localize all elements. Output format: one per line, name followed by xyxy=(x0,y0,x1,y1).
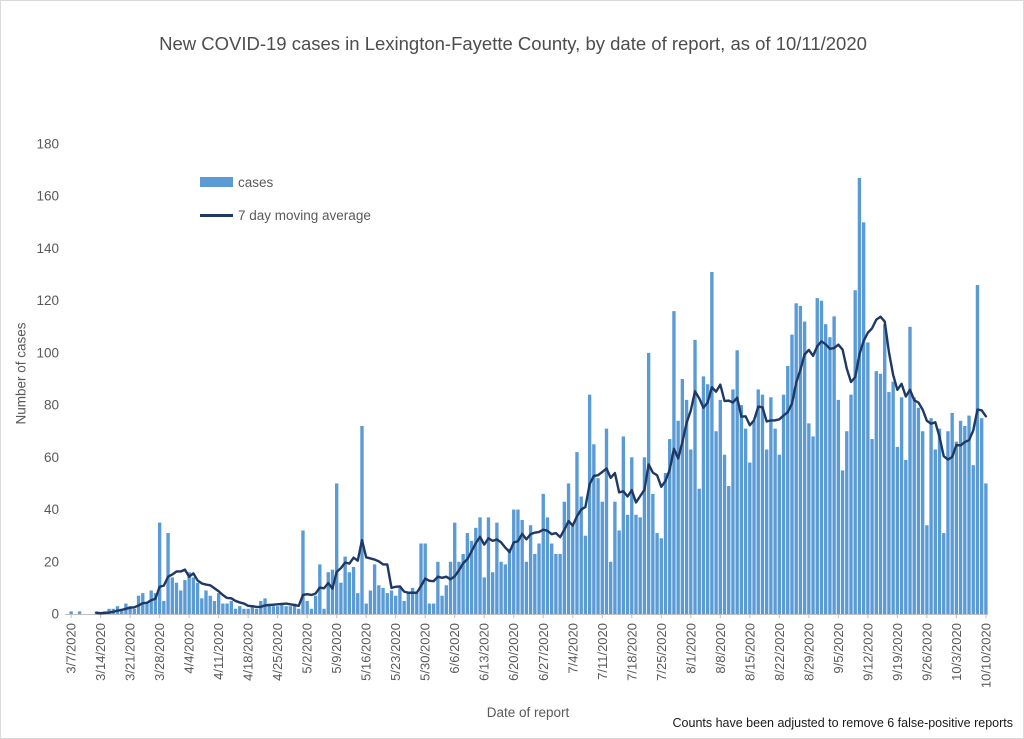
svg-text:40: 40 xyxy=(44,502,59,517)
cases-bar-swatch-icon xyxy=(200,177,233,187)
svg-text:180: 180 xyxy=(36,137,59,152)
svg-text:4/25/2020: 4/25/2020 xyxy=(270,623,285,681)
svg-text:9/26/2020: 9/26/2020 xyxy=(919,623,934,681)
svg-text:5/30/2020: 5/30/2020 xyxy=(418,623,433,681)
svg-text:6/27/2020: 6/27/2020 xyxy=(536,623,551,681)
svg-text:7/4/2020: 7/4/2020 xyxy=(565,623,580,674)
svg-text:6/20/2020: 6/20/2020 xyxy=(506,623,521,681)
svg-text:8/1/2020: 8/1/2020 xyxy=(683,623,698,674)
legend-cases-label: cases xyxy=(238,174,274,190)
svg-text:4/11/2020: 4/11/2020 xyxy=(211,623,226,680)
svg-text:5/2/2020: 5/2/2020 xyxy=(300,623,315,674)
svg-text:160: 160 xyxy=(36,189,59,204)
footnote: Counts have been adjusted to remove 6 fa… xyxy=(672,716,1013,730)
svg-text:7/25/2020: 7/25/2020 xyxy=(654,623,669,681)
svg-text:8/22/2020: 8/22/2020 xyxy=(772,623,787,681)
svg-text:3/28/2020: 3/28/2020 xyxy=(152,623,167,681)
svg-text:10/10/2020: 10/10/2020 xyxy=(978,623,993,688)
svg-text:6/13/2020: 6/13/2020 xyxy=(477,623,492,681)
chart-title: New COVID-19 cases in Lexington-Fayette … xyxy=(159,33,867,54)
svg-text:120: 120 xyxy=(36,293,59,308)
svg-text:3/14/2020: 3/14/2020 xyxy=(93,623,108,681)
moving-average-line-swatch-icon xyxy=(200,213,233,217)
svg-text:8/15/2020: 8/15/2020 xyxy=(742,623,757,681)
x-axis-title: Date of report xyxy=(486,705,570,720)
svg-text:0: 0 xyxy=(51,607,59,622)
svg-text:6/6/2020: 6/6/2020 xyxy=(447,623,462,674)
svg-text:80: 80 xyxy=(44,398,59,413)
svg-text:100: 100 xyxy=(36,345,59,360)
svg-text:4/18/2020: 4/18/2020 xyxy=(241,623,256,681)
svg-text:10/3/2020: 10/3/2020 xyxy=(949,623,964,681)
svg-text:20: 20 xyxy=(44,554,59,569)
svg-text:5/16/2020: 5/16/2020 xyxy=(359,623,374,681)
legend-item-moving-average: 7 day moving average xyxy=(200,205,371,225)
svg-text:5/9/2020: 5/9/2020 xyxy=(329,623,344,674)
svg-text:9/12/2020: 9/12/2020 xyxy=(860,623,875,681)
svg-text:7/11/2020: 7/11/2020 xyxy=(595,623,610,680)
svg-text:9/5/2020: 9/5/2020 xyxy=(831,623,846,674)
svg-text:8/29/2020: 8/29/2020 xyxy=(801,623,816,681)
legend: cases 7 day moving average xyxy=(200,172,371,238)
svg-text:5/23/2020: 5/23/2020 xyxy=(388,623,403,681)
svg-text:9/19/2020: 9/19/2020 xyxy=(890,623,905,681)
svg-text:140: 140 xyxy=(36,241,59,256)
svg-text:3/7/2020: 3/7/2020 xyxy=(64,623,79,674)
svg-text:8/8/2020: 8/8/2020 xyxy=(713,623,728,674)
legend-moving-average-label: 7 day moving average xyxy=(238,207,371,223)
svg-text:4/4/2020: 4/4/2020 xyxy=(182,623,197,674)
legend-item-cases: cases xyxy=(200,172,371,192)
svg-text:60: 60 xyxy=(44,450,59,465)
svg-text:7/18/2020: 7/18/2020 xyxy=(624,623,639,681)
svg-text:3/21/2020: 3/21/2020 xyxy=(123,623,138,681)
